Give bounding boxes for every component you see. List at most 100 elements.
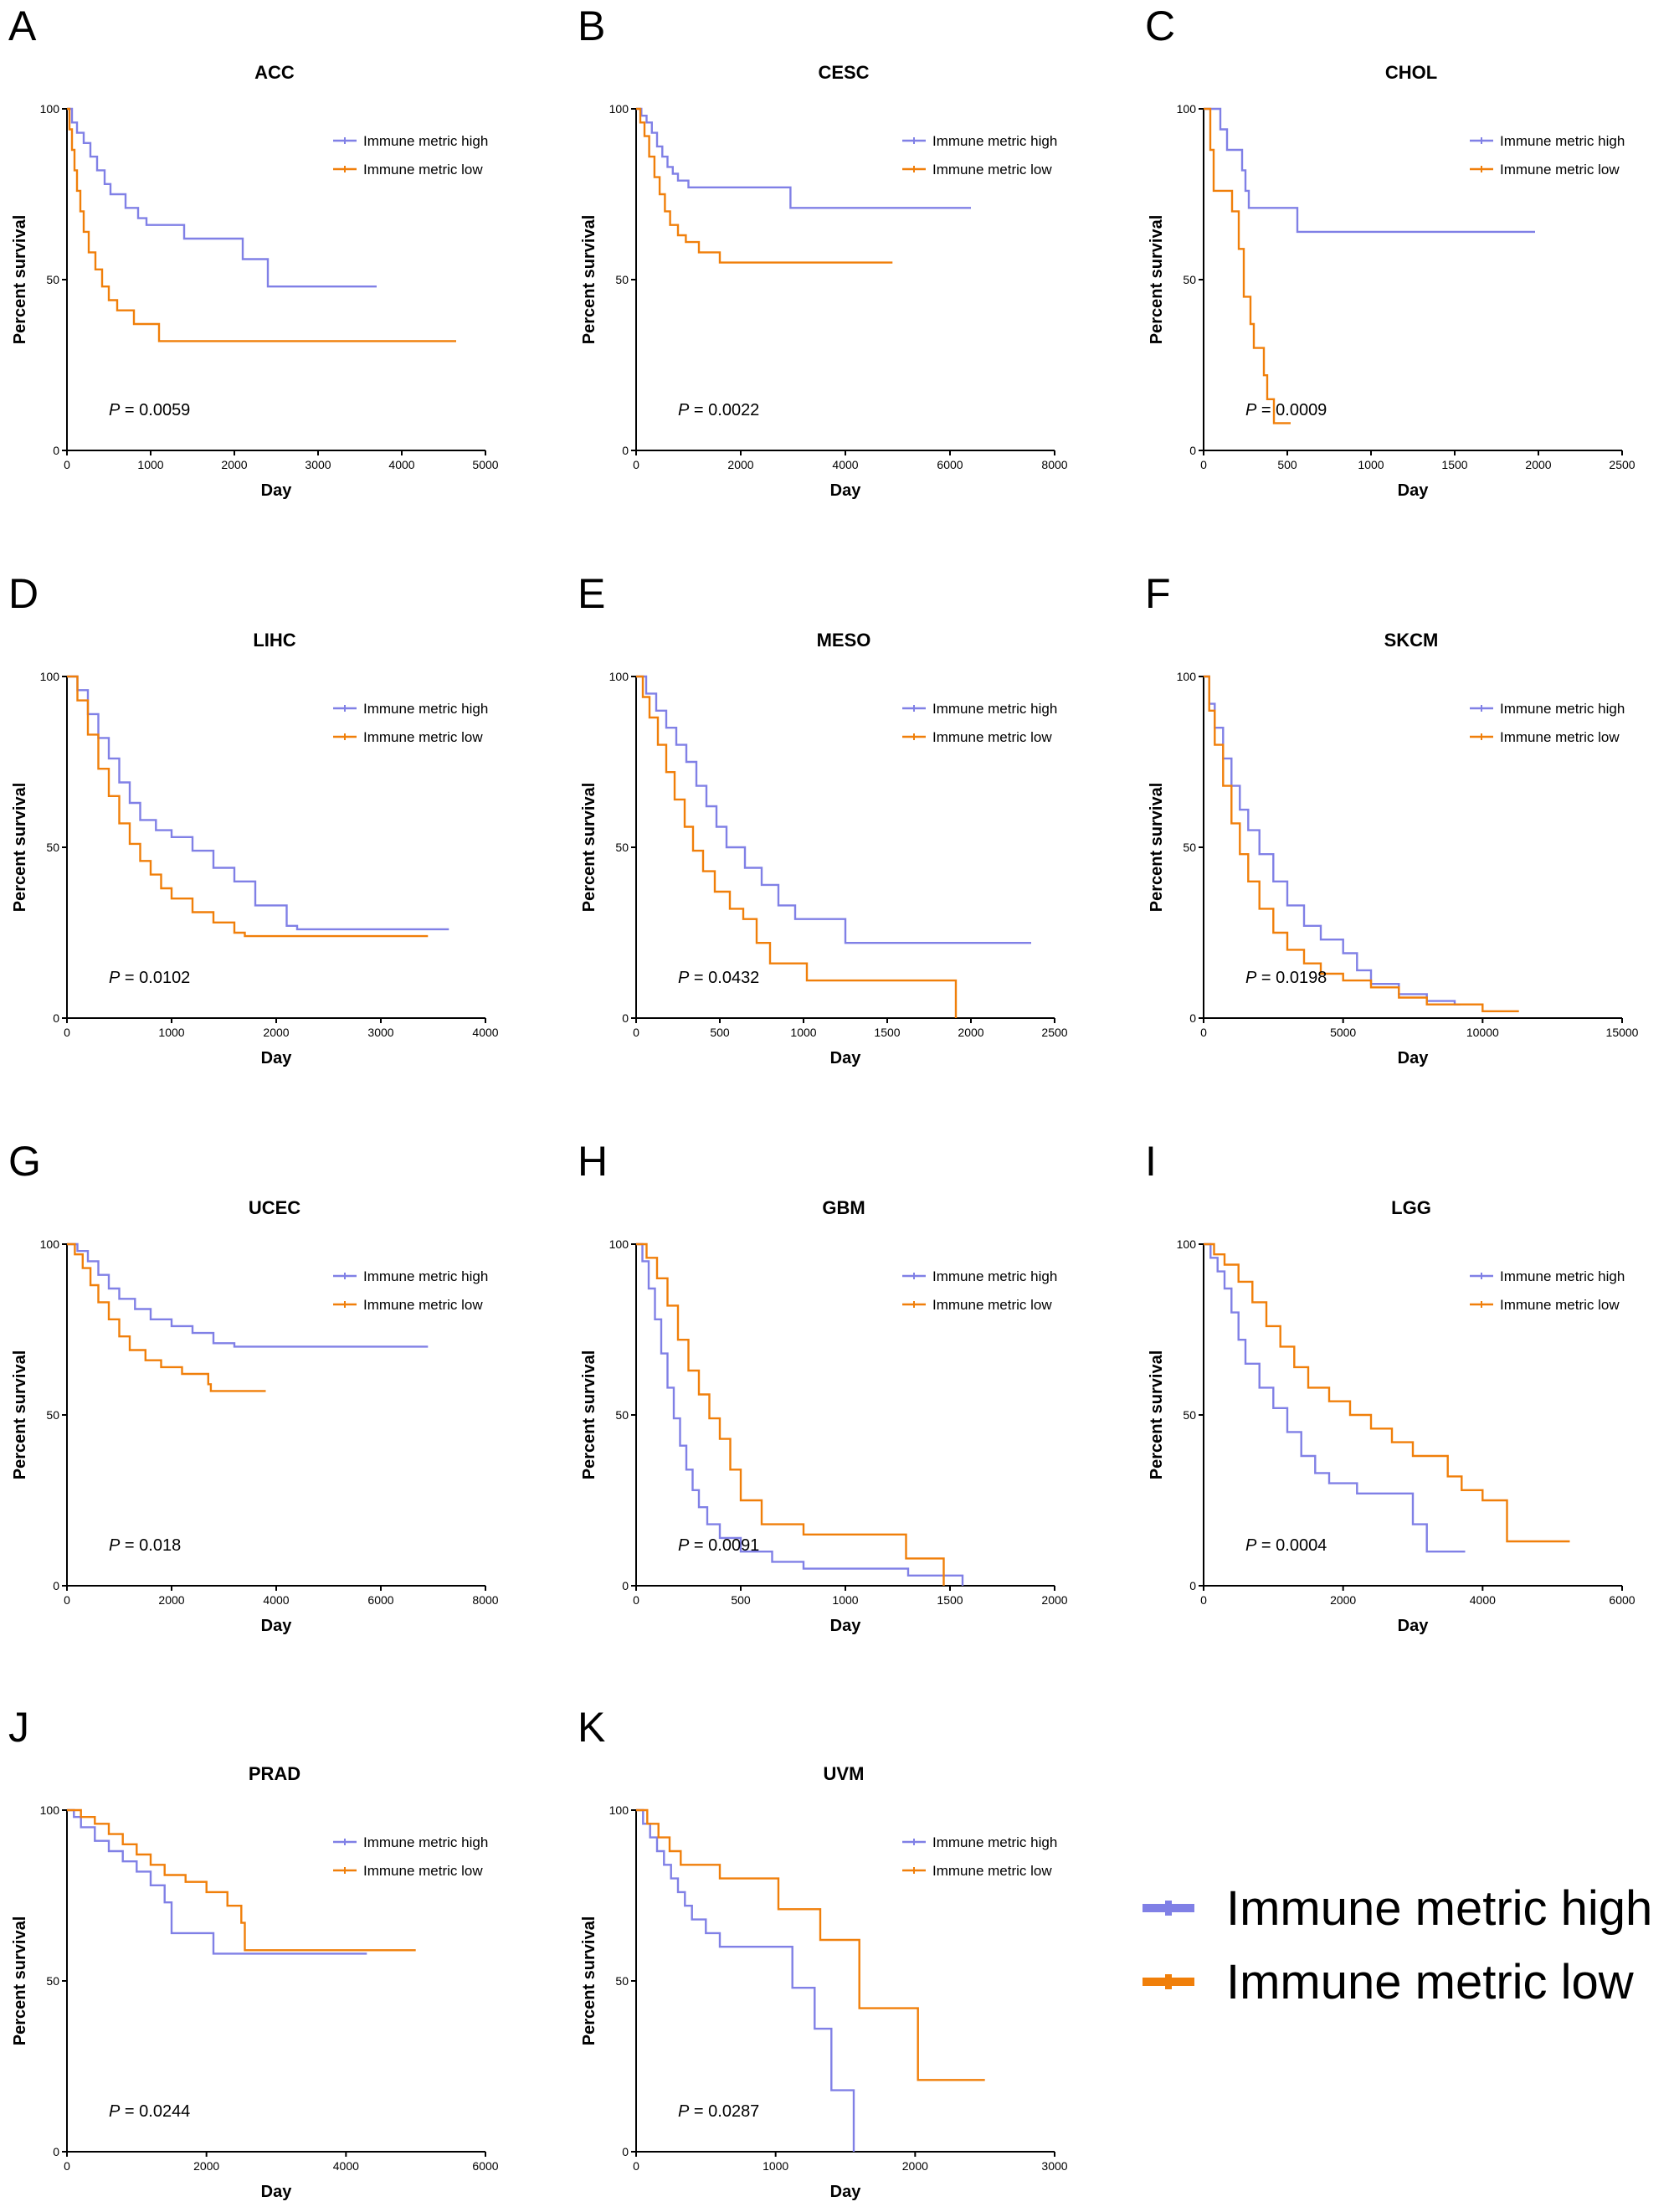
series-line-high bbox=[1204, 675, 1461, 1006]
y-tick-label: 50 bbox=[46, 273, 59, 286]
y-tick-label: 100 bbox=[1177, 1237, 1197, 1251]
y-tick-label: 100 bbox=[609, 1237, 629, 1251]
x-tick-label: 6000 bbox=[367, 1593, 393, 1607]
panel-letter: C bbox=[1145, 3, 1175, 49]
y-axis-label: Percent survival bbox=[580, 1916, 598, 2046]
x-tick-label: 2000 bbox=[1041, 1593, 1067, 1607]
series-line-low bbox=[67, 675, 429, 938]
chart-title: SKCM bbox=[1384, 630, 1439, 651]
series-line-high bbox=[1204, 107, 1535, 234]
x-tick-label: 8000 bbox=[1041, 458, 1067, 471]
series-line-low bbox=[1204, 675, 1519, 1012]
series-line-high bbox=[67, 1242, 429, 1348]
y-tick-label: 0 bbox=[53, 444, 59, 457]
legend-label-high: Immune metric high bbox=[932, 701, 1057, 717]
legend-label-low: Immune metric low bbox=[363, 729, 483, 745]
x-tick-label: 8000 bbox=[472, 1593, 498, 1607]
x-tick-label: 1000 bbox=[790, 1026, 816, 1039]
y-tick-label: 50 bbox=[615, 273, 629, 286]
x-tick-label: 6000 bbox=[937, 458, 963, 471]
x-tick-label: 4000 bbox=[1470, 1593, 1496, 1607]
panel-f: F SKCM 0 5000 10000 15000 0 50 100 Day Percent sur… bbox=[1145, 570, 1639, 1067]
series-line-high bbox=[636, 1242, 964, 1586]
y-tick-label: 100 bbox=[40, 1803, 60, 1817]
shared-legend-low-label: Immune metric low bbox=[1226, 1954, 1634, 2009]
x-tick-label: 0 bbox=[633, 1026, 639, 1039]
panel-a: A ACC 0 1000 2000 3000 4000 5000 0 50 100 Day Percen… bbox=[8, 3, 499, 500]
p-value-number: = 0.018 bbox=[120, 1536, 181, 1555]
y-tick-label: 100 bbox=[609, 670, 629, 683]
shared-legend-low: Immune metric low bbox=[1143, 1945, 1661, 2019]
x-tick-label: 500 bbox=[1277, 458, 1297, 471]
chart-title: PRAD bbox=[249, 1763, 300, 1784]
y-tick-label: 0 bbox=[1189, 1579, 1196, 1592]
legend-label-high: Immune metric high bbox=[363, 701, 488, 717]
x-tick-label: 4000 bbox=[472, 1026, 498, 1039]
chart-title: CESC bbox=[818, 62, 869, 83]
y-axis-label: Percent survival bbox=[11, 783, 29, 913]
panel-letter: E bbox=[578, 570, 605, 617]
x-tick-label: 4000 bbox=[388, 458, 414, 471]
x-axis-label: Day bbox=[261, 1617, 293, 1635]
y-tick-label: 100 bbox=[1177, 102, 1197, 116]
y-tick-label: 100 bbox=[1177, 670, 1197, 683]
x-tick-label: 1500 bbox=[1441, 458, 1467, 471]
y-tick-label: 100 bbox=[40, 102, 60, 116]
y-axis-label: Percent survival bbox=[1148, 783, 1166, 913]
x-axis-label: Day bbox=[1398, 481, 1430, 500]
panel-j: J PRAD 0 2000 4000 6000 0 50 100 Day Percent survi… bbox=[8, 1704, 499, 2201]
p-value-symbol: P bbox=[1245, 969, 1257, 987]
y-tick-label: 0 bbox=[622, 444, 629, 457]
series-line-low bbox=[1204, 1242, 1570, 1543]
panel-letter: H bbox=[578, 1138, 608, 1185]
p-value: P = 0.0287 bbox=[678, 2102, 759, 2121]
y-tick-label: 50 bbox=[1183, 841, 1196, 854]
panel-letter: F bbox=[1145, 570, 1171, 617]
series-line-low bbox=[67, 1808, 416, 1952]
chart-title: GBM bbox=[822, 1197, 865, 1218]
series-line-low bbox=[636, 1242, 945, 1586]
x-tick-label: 4000 bbox=[832, 458, 858, 471]
legend-label-high: Immune metric high bbox=[932, 1268, 1057, 1284]
y-tick-label: 0 bbox=[622, 1011, 629, 1025]
p-value: P = 0.0022 bbox=[678, 401, 759, 419]
x-tick-label: 5000 bbox=[1330, 1026, 1356, 1039]
x-tick-label: 5000 bbox=[472, 458, 498, 471]
legend-label-low: Immune metric low bbox=[1500, 162, 1620, 177]
legend-label-low: Immune metric low bbox=[363, 162, 483, 177]
x-axis-label: Day bbox=[261, 481, 293, 500]
x-tick-label: 2500 bbox=[1041, 1026, 1067, 1039]
chart-title: CHOL bbox=[1385, 62, 1437, 83]
y-tick-label: 0 bbox=[622, 1579, 629, 1592]
p-value-number: = 0.0198 bbox=[1256, 969, 1327, 987]
legend-label-high: Immune metric high bbox=[363, 1834, 488, 1850]
legend-label-high: Immune metric high bbox=[1500, 701, 1625, 717]
legend-label-high: Immune metric high bbox=[363, 1268, 488, 1284]
series-line-high bbox=[67, 1808, 367, 1955]
legend-label-high: Immune metric high bbox=[363, 133, 488, 149]
y-tick-label: 0 bbox=[1189, 444, 1196, 457]
chart-title: UCEC bbox=[249, 1197, 300, 1218]
shared-legend-high: Immune metric high bbox=[1143, 1871, 1661, 1945]
y-tick-label: 50 bbox=[615, 841, 629, 854]
chart-title: LIHC bbox=[253, 630, 295, 651]
p-value: P = 0.0009 bbox=[1245, 401, 1327, 419]
panel-g: G UCEC 0 2000 4000 6000 8000 0 50 100 Day Percent s… bbox=[8, 1138, 499, 1635]
x-tick-label: 0 bbox=[64, 1026, 70, 1039]
series-line-low bbox=[67, 1242, 266, 1392]
x-axis-label: Day bbox=[830, 2183, 862, 2201]
x-tick-label: 500 bbox=[731, 1593, 751, 1607]
x-tick-label: 2000 bbox=[1330, 1593, 1356, 1607]
legend-label-low: Immune metric low bbox=[1500, 1297, 1620, 1313]
series-line-high bbox=[1204, 1242, 1466, 1553]
x-tick-label: 1000 bbox=[763, 2159, 788, 2173]
legend-label-high: Immune metric high bbox=[932, 133, 1057, 149]
x-tick-label: 4000 bbox=[263, 1593, 289, 1607]
legend-label-low: Immune metric low bbox=[363, 1863, 483, 1879]
shared-legend: Immune metric high Immune metric low bbox=[1143, 1871, 1661, 2022]
p-value-symbol: P bbox=[1245, 401, 1257, 419]
p-value-symbol: P bbox=[678, 2102, 690, 2121]
x-tick-label: 3000 bbox=[1041, 2159, 1067, 2173]
series-line-low bbox=[636, 1808, 985, 2081]
